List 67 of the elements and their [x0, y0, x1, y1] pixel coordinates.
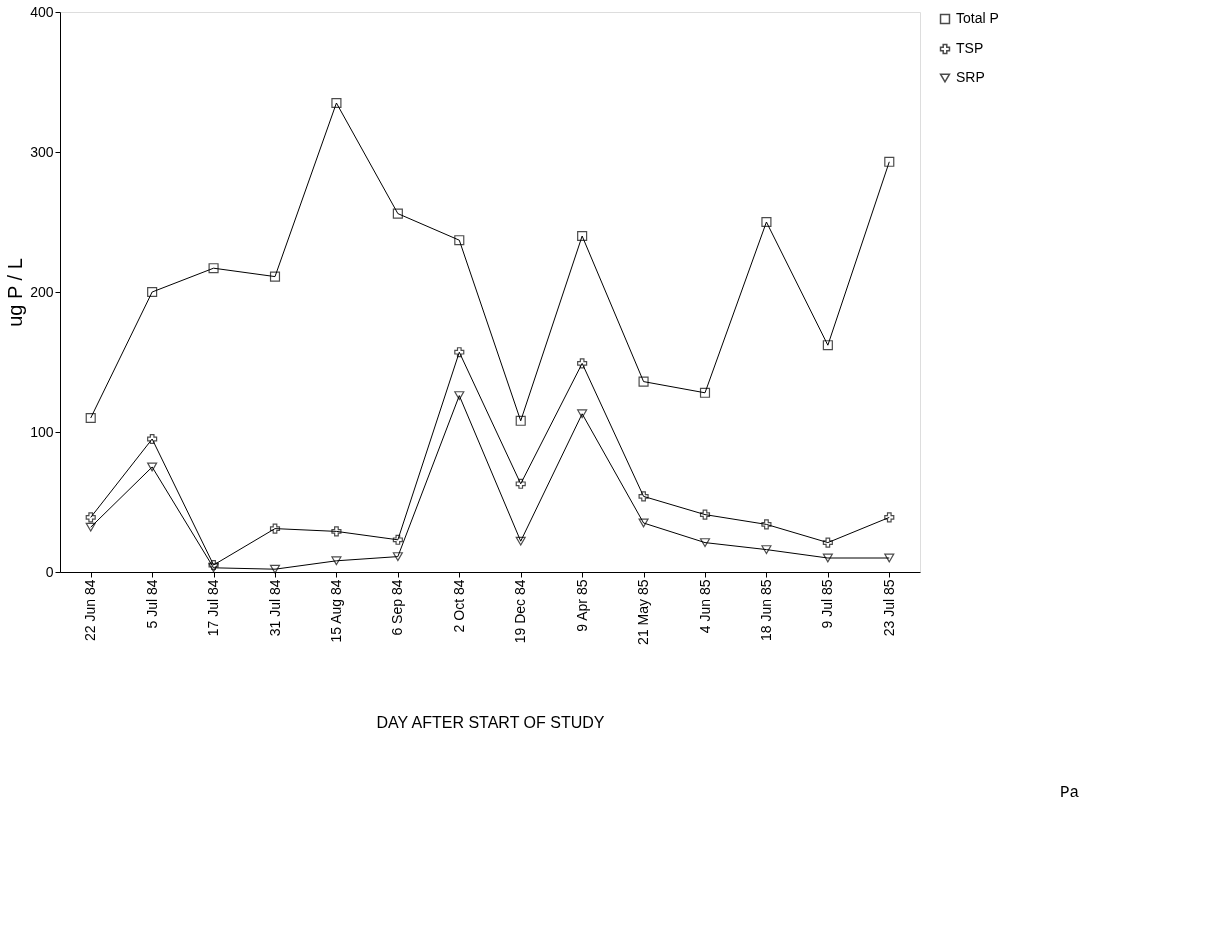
point — [884, 553, 895, 563]
point — [331, 556, 342, 566]
x-tick-label: 2 Oct 84 — [450, 579, 467, 633]
x-tick-label: 21 May 85 — [635, 579, 652, 645]
x-axis-title: DAY AFTER START OF STUDY — [376, 713, 605, 731]
x-tick-label: 5 Jul 84 — [143, 579, 160, 629]
x-tick-label: 15 Aug 84 — [327, 579, 344, 643]
x-tick-label: 23 Jul 85 — [880, 579, 897, 637]
x-tick-label: 4 Jun 85 — [696, 579, 713, 634]
x-tick-label: 18 Jun 85 — [757, 579, 774, 641]
point — [208, 563, 219, 573]
point — [454, 347, 465, 358]
point — [85, 522, 96, 532]
point — [761, 519, 772, 530]
point — [269, 523, 281, 534]
point — [822, 553, 833, 563]
y-tick-label: 400 — [30, 3, 54, 20]
x-tick-label: 17 Jul 84 — [205, 579, 222, 637]
point — [85, 512, 96, 523]
point — [638, 518, 649, 528]
point — [699, 387, 711, 398]
point — [761, 216, 772, 228]
point — [515, 536, 526, 546]
point — [147, 433, 158, 445]
y-axis-title: ug P / L — [4, 258, 27, 327]
point — [638, 491, 649, 502]
point — [577, 358, 588, 369]
y-tick-label: 300 — [30, 143, 54, 160]
x-tick-label: 9 Jul 85 — [819, 579, 836, 629]
point — [208, 559, 219, 571]
point — [577, 409, 588, 419]
legend-label: Total P — [956, 10, 999, 26]
text: Pa — [1060, 784, 1080, 802]
point — [515, 478, 526, 489]
legend-label: TSP — [956, 40, 984, 56]
x-tick-label: 22 Jun 84 — [82, 579, 99, 641]
point — [392, 208, 403, 219]
y-tick-label: 0 — [45, 563, 54, 580]
point — [515, 415, 526, 426]
point — [392, 534, 403, 545]
x-tick-label: 6 Sep 84 — [389, 579, 406, 636]
point — [269, 271, 281, 282]
point — [884, 512, 895, 523]
point — [577, 230, 588, 242]
y-tick-label: 100 — [30, 423, 54, 440]
point — [699, 538, 711, 548]
point — [208, 263, 219, 274]
point — [454, 235, 465, 246]
point — [269, 564, 281, 574]
point — [638, 376, 649, 387]
point — [761, 545, 772, 555]
point — [331, 97, 342, 109]
point — [884, 156, 895, 167]
x-tick-label: 19 Dec 84 — [512, 579, 529, 644]
point — [392, 552, 403, 562]
point — [822, 537, 833, 548]
point — [147, 462, 158, 472]
x-tick-label: 9 Apr 85 — [573, 579, 590, 632]
point — [331, 526, 342, 537]
point — [147, 286, 158, 298]
point — [85, 412, 96, 424]
y-tick-label: 200 — [30, 283, 54, 300]
point — [822, 340, 833, 351]
point — [699, 509, 711, 520]
point — [454, 391, 465, 401]
x-tick-label: 31 Jul 84 — [266, 579, 283, 637]
legend-label: SRP — [956, 69, 985, 85]
